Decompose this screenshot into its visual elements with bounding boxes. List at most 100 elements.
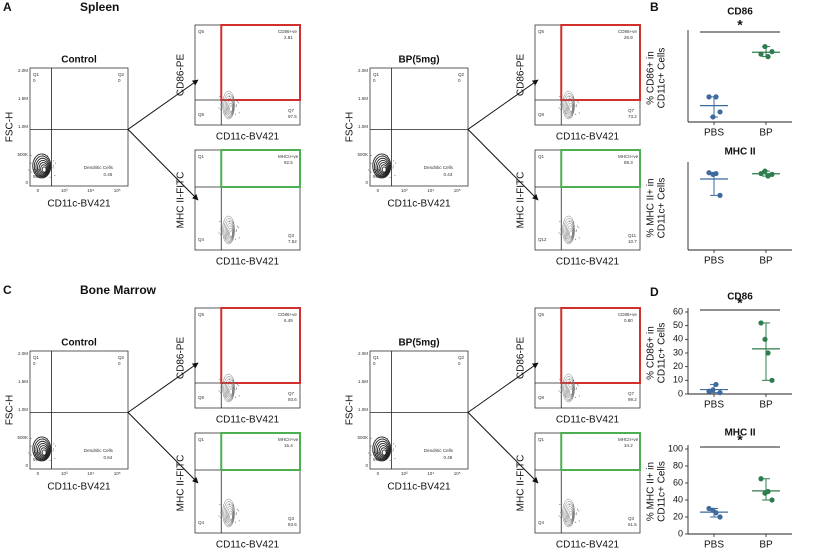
quadrant-value: 0 <box>118 361 121 366</box>
event-dot <box>559 220 561 222</box>
event-dot <box>392 450 394 452</box>
event-dot <box>576 383 578 385</box>
event-dot <box>47 155 49 157</box>
quadrant-value: 61.5 <box>628 522 637 527</box>
x-axis-label: CD11c-BV421 <box>216 540 280 551</box>
event-dot <box>382 437 384 439</box>
event-dot <box>574 113 576 115</box>
x-tick-label: BP <box>759 400 773 411</box>
quadrant-label: Q1 <box>198 154 205 159</box>
significance-mark: * <box>737 295 743 311</box>
x-tick-label: BP <box>759 128 773 139</box>
quadrant-label: Q2 <box>458 72 465 77</box>
y-tick-label: 2.0M <box>18 351 28 356</box>
data-point <box>717 192 723 198</box>
contour <box>568 510 573 522</box>
y-tick-label: 1.5M <box>18 96 28 101</box>
contour <box>224 503 235 525</box>
quadrant-value: 73.2 <box>628 114 637 119</box>
chart-title: MHC II <box>724 147 755 158</box>
event-dot <box>54 175 56 177</box>
x-axis-label: CD11c-BV421 <box>47 199 111 210</box>
quadrant-label: Q4 <box>198 237 205 242</box>
x-tick-label: 10⁴ <box>427 471 434 476</box>
event-dot <box>560 233 562 235</box>
contour <box>41 449 47 456</box>
contour <box>373 155 391 178</box>
x-tick-label: 0 <box>37 188 40 193</box>
event-dot <box>574 396 576 398</box>
contour <box>32 153 52 179</box>
x-tick-label: 0 <box>377 188 380 193</box>
contour <box>562 215 575 245</box>
event-dot <box>238 112 240 114</box>
quadrant-value: 7.52 <box>288 239 297 244</box>
event-dot <box>575 105 577 107</box>
contour <box>373 438 391 461</box>
contour <box>227 100 234 115</box>
gate-box <box>560 149 641 188</box>
event-dot <box>395 445 397 447</box>
y-axis-label: MHC II-FITC <box>176 455 187 512</box>
event-dot <box>55 445 57 447</box>
gate-box <box>220 307 301 384</box>
contour <box>372 153 392 179</box>
y-tick-label: 20 <box>673 361 683 371</box>
y-tick-label: 1.5M <box>358 379 368 384</box>
data-point <box>758 51 764 57</box>
x-tick-label: PBS <box>704 400 724 411</box>
event-dot <box>238 237 240 239</box>
event-dot <box>576 508 578 510</box>
event-dot <box>235 105 237 107</box>
event-dot <box>234 113 236 115</box>
gate-label: Dendritic Cells <box>84 165 114 170</box>
y-axis-label: CD11c+ Cells <box>657 48 668 109</box>
plot-frame <box>369 350 469 470</box>
gate-value: 92.5 <box>284 160 293 165</box>
event-dot <box>49 459 51 461</box>
gate-value: 0.46 <box>104 172 113 177</box>
event-dot <box>220 108 222 110</box>
y-axis-label: MHC II-FITC <box>516 172 527 229</box>
event-dot <box>37 175 39 177</box>
event-dot <box>236 508 238 510</box>
data-point <box>762 490 768 496</box>
event-dot <box>238 102 240 104</box>
chart-title: MHC II <box>724 428 755 439</box>
event-dot <box>53 443 55 445</box>
event-dot <box>220 233 222 235</box>
event-dot <box>370 171 372 173</box>
y-tick-label: 1.0M <box>18 407 28 412</box>
contour <box>567 225 574 240</box>
panel-label: D <box>650 285 659 299</box>
event-dot <box>393 443 395 445</box>
quadrant-label: Q7 <box>288 391 295 396</box>
gate-label: MHCII+ve <box>278 437 299 442</box>
event-dot <box>370 162 372 164</box>
event-dot <box>575 513 577 515</box>
y-tick-label: 500K <box>357 152 368 157</box>
event-dot <box>229 379 231 381</box>
event-dot <box>235 513 237 515</box>
event-dot <box>575 388 577 390</box>
contour <box>568 385 573 397</box>
event-dot <box>232 96 234 98</box>
y-tick-label: 50 <box>673 320 683 330</box>
event-dot <box>220 385 222 387</box>
event-dot <box>236 383 238 385</box>
plot-frame <box>29 67 129 187</box>
contour <box>222 215 235 245</box>
event-dot <box>560 227 562 229</box>
panel-label: A <box>3 0 12 14</box>
event-dot <box>565 395 567 397</box>
event-dot <box>229 96 231 98</box>
data-point <box>762 336 768 342</box>
y-tick-label: 60 <box>673 477 683 487</box>
x-axis-label: CD11c-BV421 <box>556 540 620 551</box>
data-point <box>710 507 716 513</box>
data-point <box>717 514 723 520</box>
quadrant-label: Q1 <box>538 154 545 159</box>
event-dot <box>575 230 577 232</box>
event-dot <box>218 107 220 109</box>
